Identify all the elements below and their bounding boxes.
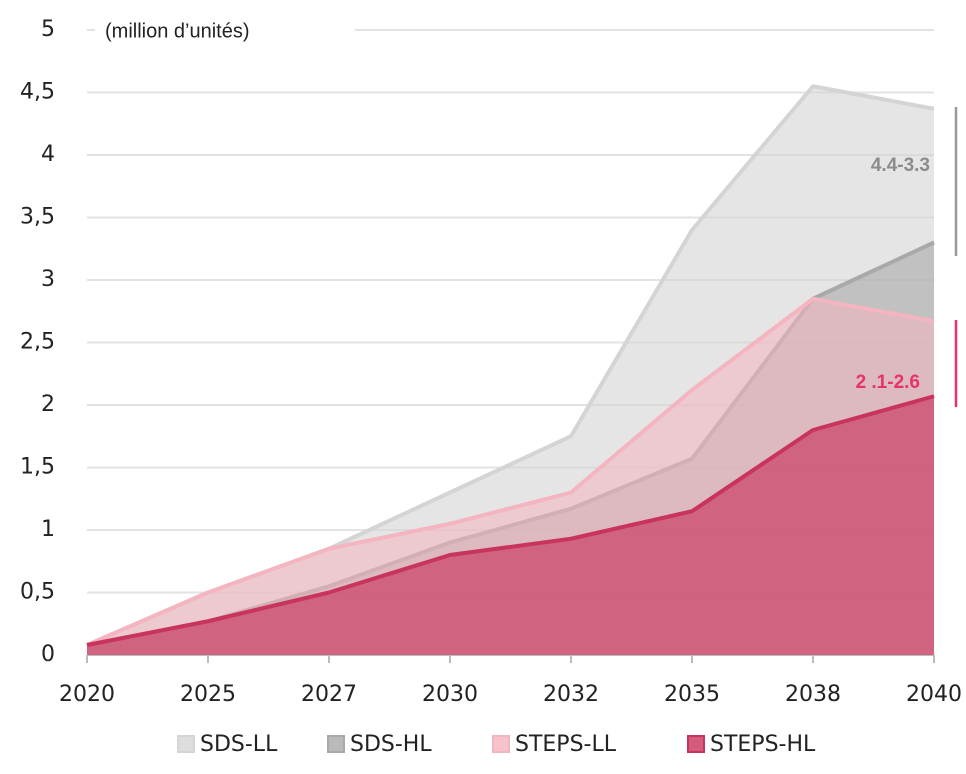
legend-swatch — [492, 735, 510, 753]
annotation: 4.4-3.3 — [871, 155, 930, 176]
y-tick-label: 1 — [41, 517, 55, 542]
y-tick-label: 3 — [41, 267, 55, 292]
annotation: 2 .1-2.6 — [856, 372, 920, 393]
y-tick-label: 0 — [41, 642, 55, 667]
legend-label: SDS-HL — [350, 732, 432, 757]
y-tick-label: 2 — [41, 392, 55, 417]
x-tick-label: 2020 — [59, 682, 115, 707]
legend-swatch — [687, 735, 705, 753]
legend-label: STEPS-HL — [710, 732, 816, 757]
y-tick-label: 0,5 — [20, 580, 55, 605]
y-tick-label: 4,5 — [20, 80, 55, 105]
y-tick-label: 3,5 — [20, 205, 55, 230]
line — [86, 296, 935, 647]
legend-label: STEPS-LL — [515, 732, 617, 757]
area — [87, 396, 934, 655]
x-tick-label: 2040 — [906, 682, 962, 707]
y-tick-label: 2,5 — [20, 330, 55, 355]
x-tick-label: 2030 — [422, 682, 478, 707]
y-tick-label: 1,5 — [20, 455, 55, 480]
x-tick-label: 2027 — [301, 682, 357, 707]
x-tick-label: 2035 — [664, 682, 720, 707]
x-tick-label: 2032 — [543, 682, 599, 707]
x-tick-label: 2038 — [785, 682, 841, 707]
y-tick-label: 4 — [41, 142, 55, 167]
subtitle: (million d’unités) — [105, 20, 250, 42]
y-tick-label: 5 — [41, 17, 55, 42]
legend-label: SDS-LL — [200, 732, 278, 757]
line — [86, 394, 935, 647]
legend-swatch — [327, 735, 345, 753]
x-tick-label: 2025 — [180, 682, 236, 707]
legend-swatch — [177, 735, 195, 753]
subtitle-bg — [95, 10, 355, 50]
